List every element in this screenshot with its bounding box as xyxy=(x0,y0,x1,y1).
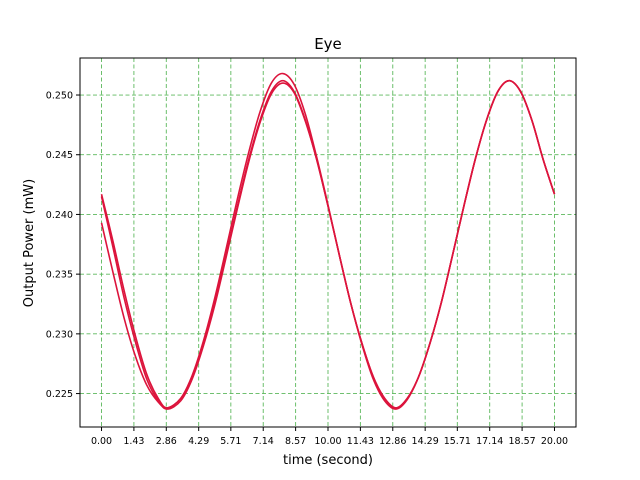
x-tick-label: 17.14 xyxy=(476,436,503,447)
x-tick-label: 14.29 xyxy=(412,436,439,447)
y-axis-label: Output Power (mW) xyxy=(22,179,37,307)
x-tick-label: 5.71 xyxy=(220,436,241,447)
x-tick-label: 15.71 xyxy=(444,436,471,447)
y-tick-label: 0.250 xyxy=(46,91,73,102)
y-tick-label: 0.245 xyxy=(46,150,73,161)
x-axis-ticks: 0.00 1.43 2.86 4.29 5.71 7.14 8.57 10.00 11.43 12… xyxy=(91,427,568,447)
x-tick-label: 7.14 xyxy=(253,436,274,447)
y-tick-label: 0.240 xyxy=(46,210,73,221)
grid xyxy=(80,58,576,427)
chart-title: Eye xyxy=(314,35,342,53)
series-layer xyxy=(100,72,556,410)
x-tick-label: 2.86 xyxy=(156,436,177,447)
y-tick-label: 0.230 xyxy=(46,329,73,340)
x-tick-label: 10.00 xyxy=(314,436,341,447)
y-tick-label: 0.225 xyxy=(46,389,73,400)
x-tick-label: 0.00 xyxy=(91,436,112,447)
x-axis-label: time (second) xyxy=(283,453,373,468)
x-tick-label: 1.43 xyxy=(123,436,144,447)
y-tick-label: 0.235 xyxy=(46,270,73,281)
x-tick-label: 4.29 xyxy=(188,436,209,447)
x-tick-label: 8.57 xyxy=(285,436,306,447)
x-tick-label: 20.00 xyxy=(541,436,568,447)
series-line-3 xyxy=(100,79,556,410)
x-tick-label: 12.86 xyxy=(379,436,406,447)
x-tick-label: 18.57 xyxy=(508,436,535,447)
y-axis-ticks: 0.225 0.230 0.235 0.240 0.245 0.250 xyxy=(46,91,80,400)
x-tick-label: 11.43 xyxy=(347,436,374,447)
